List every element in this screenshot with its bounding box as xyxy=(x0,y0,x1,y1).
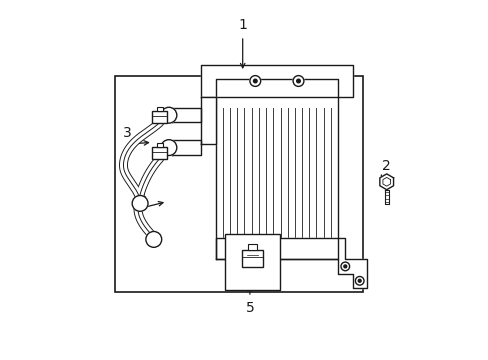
Polygon shape xyxy=(384,190,388,204)
Circle shape xyxy=(145,231,162,247)
Text: 4: 4 xyxy=(137,189,146,203)
Polygon shape xyxy=(201,65,352,97)
Circle shape xyxy=(296,79,300,83)
Circle shape xyxy=(340,262,349,271)
Bar xyxy=(248,244,256,250)
Bar xyxy=(157,107,163,111)
Bar xyxy=(115,76,363,292)
Polygon shape xyxy=(201,97,215,144)
Circle shape xyxy=(132,195,148,211)
Bar xyxy=(241,250,263,267)
Text: 5: 5 xyxy=(245,301,254,315)
Circle shape xyxy=(355,276,363,285)
Circle shape xyxy=(253,79,257,83)
Bar xyxy=(215,97,337,259)
Circle shape xyxy=(292,76,303,86)
Circle shape xyxy=(343,265,346,268)
Bar xyxy=(224,234,280,290)
Circle shape xyxy=(249,76,260,86)
Bar xyxy=(157,143,163,147)
Polygon shape xyxy=(172,108,201,122)
Circle shape xyxy=(161,107,177,123)
Text: 2: 2 xyxy=(382,159,390,172)
Text: 1: 1 xyxy=(238,18,246,32)
Bar xyxy=(152,111,167,123)
Polygon shape xyxy=(379,174,393,190)
Polygon shape xyxy=(215,238,366,288)
Polygon shape xyxy=(172,140,201,155)
Circle shape xyxy=(161,140,177,156)
Circle shape xyxy=(358,279,361,282)
Bar xyxy=(152,147,167,159)
Text: 3: 3 xyxy=(123,126,132,140)
